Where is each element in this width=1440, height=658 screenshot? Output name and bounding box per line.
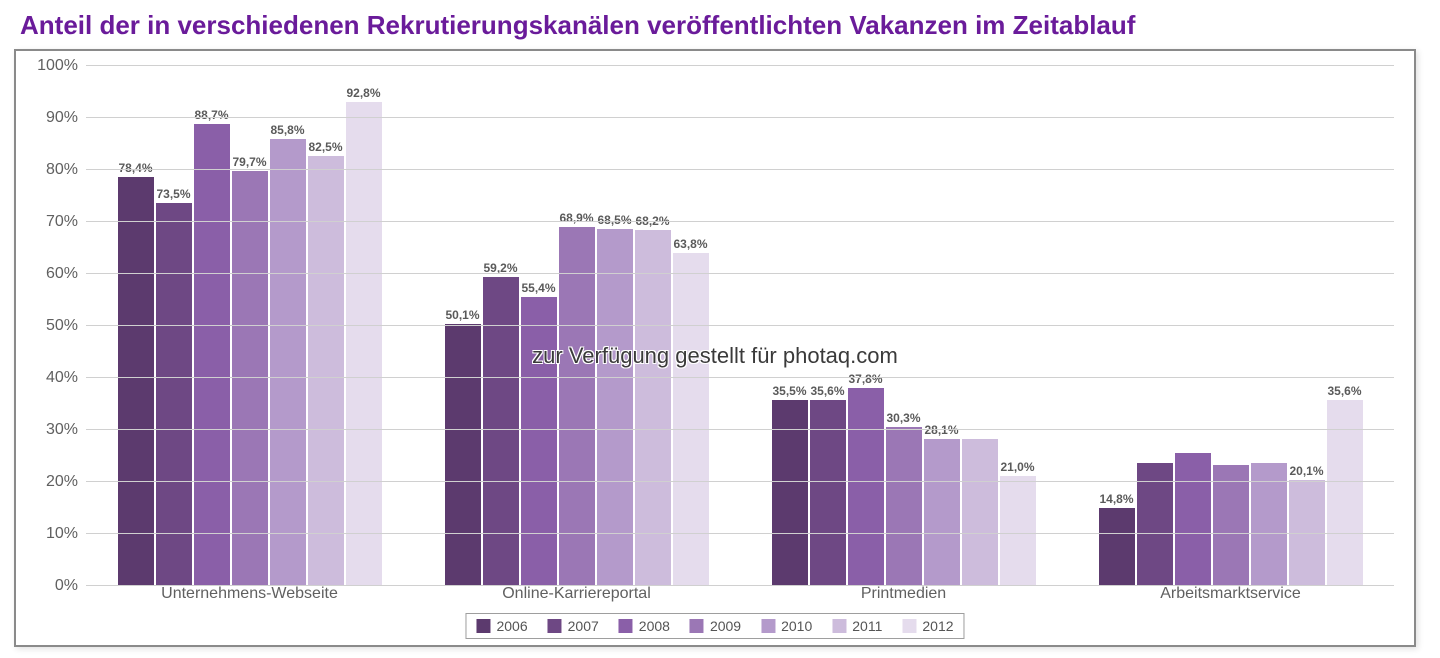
bar [1175, 453, 1211, 585]
bar [1213, 465, 1249, 585]
bar: 68,5% [597, 229, 633, 585]
legend-label: 2012 [922, 618, 953, 634]
legend-label: 2008 [639, 618, 670, 634]
bar: 73,5% [156, 203, 192, 585]
legend-swatch [761, 619, 775, 633]
gridline: 80% [86, 169, 1394, 170]
page: Anteil der in verschiedenen Rekrutierung… [0, 0, 1440, 658]
category-label: Printmedien [740, 585, 1067, 609]
legend-item: 2008 [619, 618, 670, 634]
bar-value-label: 68,9% [559, 211, 593, 225]
bar: 85,8% [270, 139, 306, 585]
legend-label: 2011 [852, 618, 882, 634]
bar-value-label: 35,5% [772, 384, 806, 398]
category-labels: Unternehmens-WebseiteOnline-Karriereport… [86, 585, 1394, 609]
category-label: Online-Karriereportal [413, 585, 740, 609]
gridline: 20% [86, 481, 1394, 482]
bar-value-label: 88,7% [194, 108, 228, 122]
gridline: 50% [86, 325, 1394, 326]
y-axis-label: 0% [55, 577, 86, 595]
legend: 2006 2007 2008 2009 2010 2011 2012 [465, 613, 964, 639]
bar-value-label: 79,7% [232, 155, 266, 169]
bar: 28,1% [924, 439, 960, 585]
legend-label: 2009 [710, 618, 741, 634]
bar-value-label: 30,3% [886, 411, 920, 425]
page-title: Anteil der in verschiedenen Rekrutierung… [20, 10, 1426, 41]
legend-label: 2010 [781, 618, 812, 634]
y-axis-label: 100% [37, 57, 86, 75]
y-axis-label: 80% [46, 161, 86, 179]
legend-item: 2006 [476, 618, 527, 634]
bar [962, 439, 998, 585]
y-axis-label: 50% [46, 317, 86, 335]
bar-value-label: 82,5% [308, 140, 342, 154]
bar: 63,8% [673, 253, 709, 585]
legend-swatch [619, 619, 633, 633]
bar: 88,7% [194, 124, 230, 585]
legend-item: 2012 [902, 618, 953, 634]
y-axis-label: 20% [46, 473, 86, 491]
gridline: 90% [86, 117, 1394, 118]
category-label: Unternehmens-Webseite [86, 585, 413, 609]
bar: 14,8% [1099, 508, 1135, 585]
bar: 92,8% [346, 102, 382, 585]
plot-area: 78,4%73,5%88,7%79,7%85,8%82,5%92,8%50,1%… [86, 65, 1394, 585]
y-axis-label: 10% [46, 525, 86, 543]
legend-swatch [832, 619, 846, 633]
y-axis-label: 70% [46, 213, 86, 231]
bar: 35,6% [1327, 400, 1363, 585]
legend-swatch [548, 619, 562, 633]
legend-swatch [690, 619, 704, 633]
bar-value-label: 68,5% [597, 213, 631, 227]
y-axis-label: 60% [46, 265, 86, 283]
legend-swatch [476, 619, 490, 633]
bar-value-label: 55,4% [521, 281, 555, 295]
bar-value-label: 92,8% [346, 86, 380, 100]
category-label: Arbeitsmarktservice [1067, 585, 1394, 609]
bar: 55,4% [521, 297, 557, 585]
legend-item: 2011 [832, 618, 882, 634]
gridline: 100% [86, 65, 1394, 66]
gridline: 60% [86, 273, 1394, 274]
bar-value-label: 50,1% [445, 308, 479, 322]
bar: 37,8% [848, 388, 884, 585]
bar-value-label: 35,6% [1327, 384, 1361, 398]
bar-value-label: 73,5% [156, 187, 190, 201]
gridline: 70% [86, 221, 1394, 222]
gridline: 10% [86, 533, 1394, 534]
bar-value-label: 21,0% [1000, 460, 1034, 474]
legend-item: 2007 [548, 618, 599, 634]
gridline: 30% [86, 429, 1394, 430]
bar: 59,2% [483, 277, 519, 585]
gridline: 40% [86, 377, 1394, 378]
chart-frame: 78,4%73,5%88,7%79,7%85,8%82,5%92,8%50,1%… [14, 49, 1416, 647]
y-axis-label: 40% [46, 369, 86, 387]
legend-swatch [902, 619, 916, 633]
y-axis-label: 30% [46, 421, 86, 439]
bar-value-label: 37,8% [848, 372, 882, 386]
legend-item: 2009 [690, 618, 741, 634]
legend-label: 2006 [496, 618, 527, 634]
bar-value-label: 20,1% [1289, 464, 1323, 478]
legend-label: 2007 [568, 618, 599, 634]
bar: 21,0% [1000, 476, 1036, 585]
bar: 35,6% [810, 400, 846, 585]
legend-item: 2010 [761, 618, 812, 634]
bar: 50,1% [445, 324, 481, 585]
bar-value-label: 14,8% [1099, 492, 1133, 506]
bar: 78,4% [118, 177, 154, 585]
bar: 68,9% [559, 227, 595, 585]
bar: 30,3% [886, 427, 922, 585]
bar-value-label: 85,8% [270, 123, 304, 137]
bar: 68,2% [635, 230, 671, 585]
y-axis-label: 90% [46, 109, 86, 127]
bar-value-label: 35,6% [810, 384, 844, 398]
bar-value-label: 63,8% [673, 237, 707, 251]
